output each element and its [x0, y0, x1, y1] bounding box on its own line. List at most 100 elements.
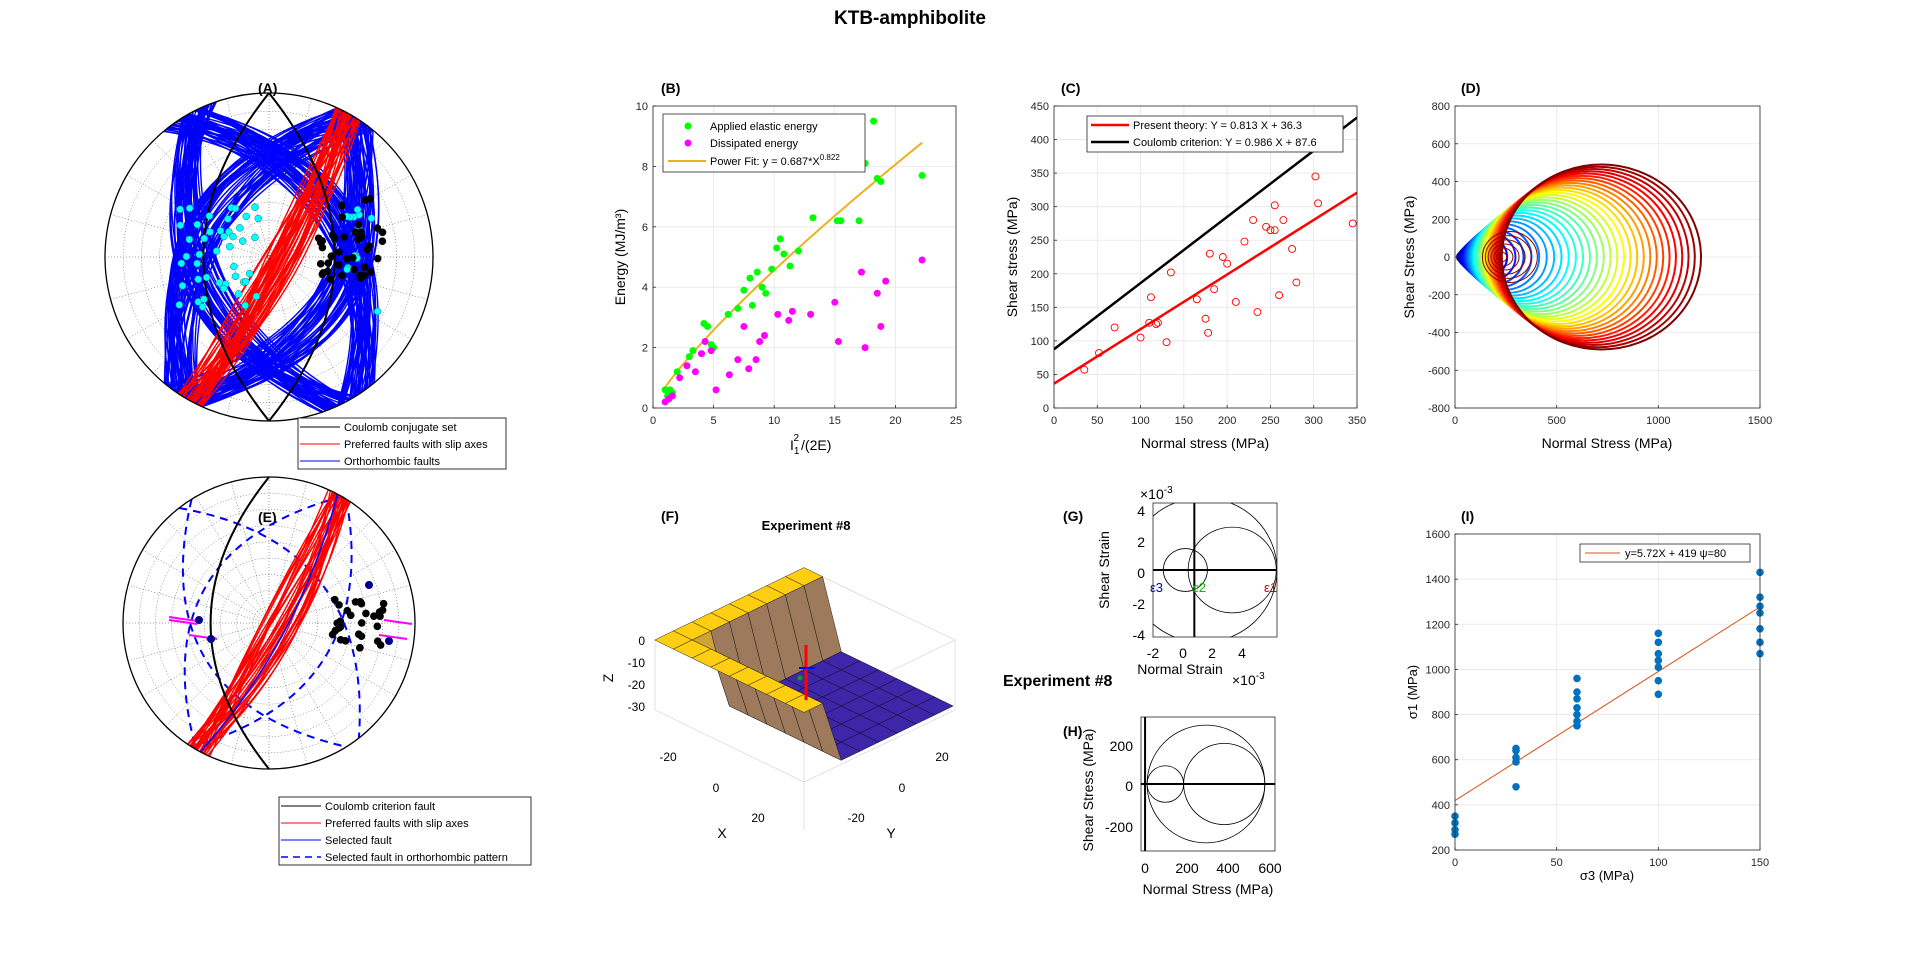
panel-d-ticks: 0 500 1000 1500 -800 -600 -400 -200 0 200 400 600 80… [1428, 101, 1772, 427]
tick-label-y: 1400 [1426, 574, 1450, 586]
black-pole-point [336, 617, 345, 625]
elastic-energy-point [689, 347, 697, 355]
panel-g-xtick: -2 [1147, 645, 1160, 661]
black-pole-point [335, 261, 343, 269]
black-pole-point [316, 260, 325, 268]
panel-g-ytick: 4 [1137, 503, 1145, 519]
orthorhombic-fault-arc [177, 105, 332, 410]
net-spoke [230, 481, 308, 765]
tick-label-y: -800 [1428, 403, 1450, 415]
preferred-fault-arc [193, 497, 346, 749]
cyan-pole-point [373, 307, 382, 316]
panel-h-ytick: -200 [1105, 819, 1133, 835]
stress-data-point [1314, 199, 1322, 208]
preferred-fault-arc [182, 116, 356, 397]
legend-e-box [278, 796, 532, 866]
stress-data-point [1231, 298, 1240, 306]
black-pole-point [351, 598, 360, 606]
black-pole-point [361, 196, 370, 204]
figure-title: KTB-amphibolite [834, 8, 986, 29]
mohr-circle [1475, 206, 1585, 308]
tick-label-x: 0 [650, 415, 656, 427]
dissipated-energy-point [691, 368, 699, 376]
panel-i-fit-line [1455, 606, 1760, 801]
stereonet-e-outline [122, 476, 416, 770]
panel-b-label: (B) [661, 80, 680, 96]
black-pole-point [363, 245, 372, 254]
preferred-fault-arc [192, 111, 346, 403]
stress-data-point [1253, 308, 1262, 316]
cyan-pole-point [252, 292, 261, 301]
orthorhombic-fault-arc [188, 112, 349, 401]
sigma-data-point [1512, 783, 1520, 791]
stress-data-point [1348, 219, 1357, 228]
tick-label-x: 250 [1261, 415, 1279, 427]
black-pole-point [357, 632, 366, 640]
black-pole-point [350, 265, 359, 274]
stress-data-point [1275, 291, 1284, 300]
tick-label-y: 400 [1432, 800, 1450, 812]
panel-b-xlabel-sup: 2 [793, 433, 799, 444]
cyan-pole-point [245, 269, 254, 278]
black-pole-point [327, 252, 336, 260]
panel-g: (G) ×10-3 4 2 0 -2 -4 -2 0 2 4 Shear Str… [1063, 485, 1278, 688]
mohr-circle [1493, 174, 1671, 340]
cyan-pole-point [229, 232, 237, 241]
orthorhombic-fault-arc [176, 107, 338, 407]
legend-b-fit-exponent: 0.822 [820, 153, 841, 162]
panel-d-xlabel: Normal Stress (MPa) [1542, 435, 1673, 451]
elastic-energy-point [870, 117, 878, 125]
legend-i: y=5.72X + 419 ψ=80 [1579, 543, 1751, 563]
preferred-fault-arc [199, 494, 339, 753]
panel-f-ytick: 0 [899, 781, 906, 795]
stress-data-point [1210, 285, 1219, 294]
tick-label-x: 100 [1131, 415, 1149, 427]
mohr-circle [1479, 198, 1605, 316]
dissipated-energy-point [761, 332, 769, 340]
magenta-slip-tick [378, 634, 408, 640]
black-pole-point [340, 233, 348, 241]
panel-g-ytick: -4 [1133, 627, 1146, 643]
preferred-fault-arc [194, 496, 344, 750]
cyan-pole-point [185, 235, 194, 244]
black-pole-point [335, 248, 343, 256]
panel-g-axes-box [1152, 502, 1278, 638]
mohr-circle [1488, 184, 1645, 330]
stress-data-point [1311, 172, 1320, 181]
panel-g-exponent-y: ×10-3 [1140, 485, 1173, 502]
magenta-slip-tick [168, 616, 198, 622]
black-pole-point [346, 611, 355, 620]
navy-pole-point [365, 581, 373, 589]
tick-label-y: 6 [642, 222, 648, 234]
panel-g-xtick: 0 [1179, 645, 1187, 661]
preferred-fault-arc [179, 118, 359, 396]
net-ring [220, 574, 318, 672]
panel-b-xlabel: I1 2/(2E) [790, 433, 831, 457]
magenta-slip-tick [383, 619, 413, 625]
orthorhombic-fault-arc [187, 114, 374, 401]
cyan-pole-point [193, 220, 202, 229]
stress-data-point [1288, 244, 1297, 253]
tick-label-y: 10 [636, 101, 648, 113]
legend-a-entry-3: Orthorhombic faults [344, 456, 440, 468]
cyan-pole-point [200, 234, 209, 243]
panel-g-eps1: ε1 [1264, 580, 1277, 595]
panel-g-ylabel: Shear Strain [1096, 531, 1112, 609]
orthorhombic-fault-arc [177, 120, 376, 394]
cyan-pole-point [193, 259, 201, 268]
cyan-pole-point [206, 228, 214, 236]
cyan-pole-point [176, 221, 185, 230]
panel-h-ytick: 0 [1125, 778, 1133, 794]
panel-b-ticks: 0 5 10 15 20 25 0 2 4 6 8 10 [636, 101, 962, 427]
elastic-energy-point [673, 368, 681, 376]
panel-b-points [661, 117, 926, 406]
mohr-circle-inner [1493, 247, 1514, 267]
tick-label-x: 15 [829, 415, 841, 427]
selected-fault-arc [199, 493, 339, 753]
dissipated-energy-point [882, 277, 890, 285]
panel-g-ytick: 0 [1137, 565, 1145, 581]
mohr-circle-inner [1481, 231, 1538, 283]
dissipated-energy-point [831, 298, 839, 306]
elastic-energy-point [724, 310, 732, 318]
sigma-data-point [1654, 638, 1663, 647]
